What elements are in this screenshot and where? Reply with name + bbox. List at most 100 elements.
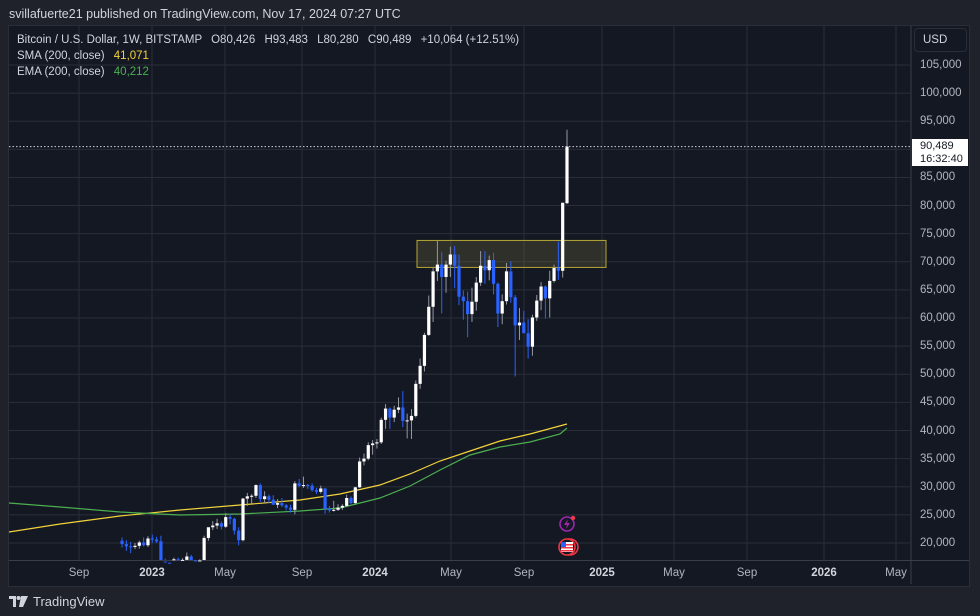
tradingview-logo-icon bbox=[9, 596, 28, 607]
time-tick-label: 2025 bbox=[589, 567, 615, 579]
candle bbox=[254, 484, 258, 499]
candle bbox=[288, 504, 293, 513]
candle bbox=[176, 557, 180, 561]
candle bbox=[379, 417, 383, 445]
candle bbox=[353, 486, 357, 505]
candle bbox=[414, 380, 418, 418]
sma-line bbox=[8, 423, 568, 533]
candle bbox=[444, 260, 448, 293]
candle bbox=[306, 483, 310, 490]
price-tick-label: 30,000 bbox=[920, 480, 956, 493]
price-tick-label: 35,000 bbox=[920, 452, 956, 465]
candle bbox=[198, 559, 202, 562]
candle bbox=[215, 518, 219, 529]
time-tick-label: May bbox=[663, 567, 685, 579]
ema-value: 40,212 bbox=[113, 66, 149, 78]
time-tick-label: Sep bbox=[513, 567, 535, 579]
candle bbox=[319, 485, 323, 494]
candle bbox=[163, 558, 167, 563]
change-value: +10,064 (+12.51%) bbox=[420, 34, 520, 46]
sma-label: SMA (200, close) bbox=[17, 50, 105, 62]
price-tick-label: 100,000 bbox=[920, 87, 962, 100]
price-tick-label: 20,000 bbox=[920, 537, 956, 549]
currency-button[interactable]: USD bbox=[914, 28, 967, 52]
candle bbox=[418, 358, 422, 389]
close-value: C90,489 bbox=[367, 34, 412, 46]
chart-frame[interactable] bbox=[8, 25, 970, 587]
candle bbox=[332, 500, 336, 512]
price-tick-label: 95,000 bbox=[920, 115, 956, 128]
price-tick-label: 85,000 bbox=[920, 171, 956, 184]
high-value: H93,483 bbox=[264, 34, 308, 46]
candle bbox=[483, 251, 487, 284]
candle bbox=[241, 498, 245, 542]
candle bbox=[474, 276, 478, 311]
candle bbox=[150, 534, 154, 543]
publisher-line: svillafuerte21 published on TradingView.… bbox=[9, 7, 401, 21]
time-tick-label: May bbox=[440, 567, 462, 579]
candle bbox=[167, 559, 172, 564]
ema-label: EMA (200, close) bbox=[17, 66, 105, 78]
time-tick-label: 2023 bbox=[139, 567, 165, 579]
candle bbox=[275, 499, 280, 509]
price-tick-label: 105,000 bbox=[920, 58, 962, 71]
chart-legend: Bitcoin / U.S. Dollar, 1W, BITSTAMP O80,… bbox=[17, 32, 519, 80]
candle bbox=[142, 537, 146, 547]
candle bbox=[453, 246, 457, 289]
candle bbox=[155, 536, 159, 543]
candle bbox=[193, 560, 198, 562]
candle bbox=[565, 129, 569, 204]
last-price-value: 90,489 bbox=[920, 140, 954, 152]
candle bbox=[561, 202, 565, 278]
candle bbox=[336, 504, 340, 511]
tradingview-logo[interactable]: TradingView bbox=[9, 594, 105, 609]
candle bbox=[513, 294, 517, 377]
candle bbox=[526, 319, 530, 359]
candle bbox=[500, 294, 504, 325]
candle bbox=[440, 252, 444, 314]
candle bbox=[422, 332, 427, 372]
candle bbox=[310, 483, 314, 492]
us-flag-event-icon bbox=[558, 538, 579, 556]
candle bbox=[362, 453, 366, 466]
candle bbox=[457, 254, 461, 306]
resistance-zone bbox=[416, 239, 607, 268]
candle bbox=[224, 513, 228, 528]
candle bbox=[517, 307, 522, 340]
candle bbox=[250, 494, 254, 504]
price-tick-label: 75,000 bbox=[920, 227, 956, 240]
candle bbox=[358, 457, 362, 488]
candle bbox=[388, 407, 392, 429]
candle bbox=[504, 262, 509, 305]
candle bbox=[431, 267, 435, 322]
candle bbox=[375, 438, 379, 449]
overlay bbox=[9, 146, 910, 556]
candle bbox=[522, 310, 526, 334]
candle bbox=[297, 478, 301, 488]
moving-averages bbox=[8, 423, 568, 533]
candle bbox=[435, 240, 439, 281]
candle-countdown: 16:32:40 bbox=[920, 152, 963, 165]
legend-ema-row[interactable]: EMA (200, close) 40,212 bbox=[17, 64, 519, 80]
time-tick-label: 2024 bbox=[362, 567, 388, 579]
candle bbox=[280, 498, 284, 508]
candle bbox=[293, 481, 297, 515]
candle bbox=[301, 476, 306, 488]
price-tick-label: 40,000 bbox=[920, 424, 956, 437]
grid-lines bbox=[9, 26, 969, 584]
legend-sma-row[interactable]: SMA (200, close) 41,071 bbox=[17, 48, 519, 64]
candle bbox=[263, 491, 267, 504]
candle bbox=[211, 521, 215, 531]
candle bbox=[129, 541, 133, 554]
candle bbox=[543, 285, 547, 319]
candle bbox=[535, 294, 539, 321]
candles bbox=[120, 129, 569, 564]
candle bbox=[392, 405, 396, 423]
candle bbox=[146, 536, 150, 547]
candle bbox=[267, 494, 271, 504]
candle bbox=[232, 517, 236, 535]
price-tick-label: 50,000 bbox=[920, 368, 956, 381]
candle bbox=[401, 391, 405, 428]
candle bbox=[323, 487, 327, 514]
